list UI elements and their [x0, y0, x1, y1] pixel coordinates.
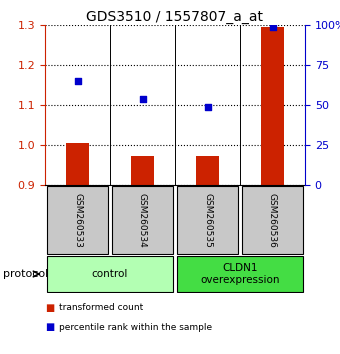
Point [270, 24, 275, 29]
Text: protocol: protocol [3, 269, 49, 279]
Point [205, 104, 210, 109]
Bar [261, 27, 284, 185]
Text: GSM260535: GSM260535 [203, 193, 212, 247]
Text: CLDN1
overexpression: CLDN1 overexpression [200, 263, 280, 285]
Text: control: control [92, 269, 128, 279]
Text: GSM260533: GSM260533 [73, 193, 82, 247]
Point [140, 96, 145, 102]
Text: ■: ■ [45, 303, 54, 313]
Text: percentile rank within the sample: percentile rank within the sample [58, 323, 212, 332]
Bar [112, 186, 173, 254]
Bar [177, 256, 303, 292]
Text: ■: ■ [45, 322, 54, 332]
Bar [242, 186, 303, 254]
Bar [47, 256, 173, 292]
Bar [47, 186, 108, 254]
Bar [196, 156, 219, 185]
Bar [177, 186, 238, 254]
Point [75, 78, 80, 84]
Title: GDS3510 / 1557807_a_at: GDS3510 / 1557807_a_at [86, 10, 264, 24]
Text: GSM260534: GSM260534 [138, 193, 147, 247]
Text: transformed count: transformed count [58, 303, 143, 313]
Bar [66, 143, 89, 185]
Bar [131, 156, 154, 185]
Text: GSM260536: GSM260536 [268, 193, 277, 247]
